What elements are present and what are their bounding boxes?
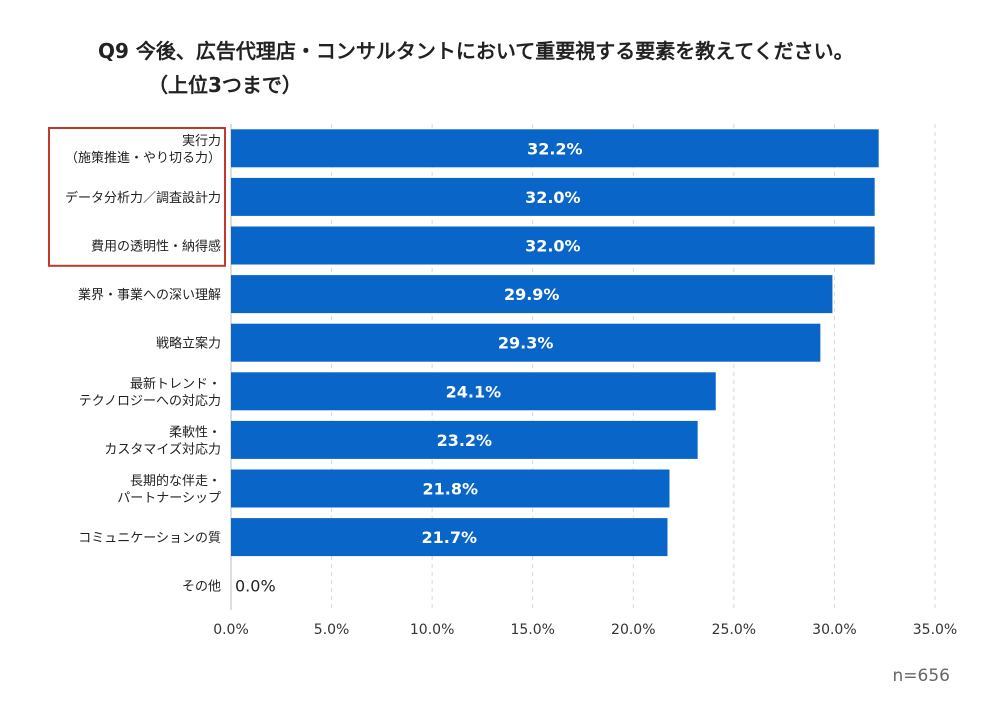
x-tick-label: 35.0%	[913, 622, 957, 638]
bar-value-label: 32.0%	[525, 188, 581, 207]
bar-value-label: 21.7%	[421, 528, 477, 547]
bar	[231, 129, 879, 168]
bar	[231, 226, 875, 265]
category-label: （施策推進・やり切る力）	[65, 150, 221, 166]
chart-title: Q9 今後、広告代理店・コンサルタントにおいて重要視する要素を教えてください。 …	[98, 34, 854, 102]
x-tick-label: 30.0%	[812, 622, 856, 638]
category-label: パートナーシップ	[117, 491, 221, 506]
x-tick-label: 25.0%	[712, 622, 756, 638]
category-label: 柔軟性・	[169, 424, 221, 440]
highlight-box	[48, 127, 226, 267]
bar	[231, 177, 875, 216]
category-label: 費用の透明性・納得感	[91, 239, 221, 255]
bar-value-label: 23.2%	[437, 431, 493, 450]
bar-value-label: 29.3%	[498, 334, 554, 353]
title-line-1: Q9 今後、広告代理店・コンサルタントにおいて重要視する要素を教えてください。	[98, 39, 854, 63]
bar-value-label: 29.9%	[504, 285, 560, 304]
category-label: テクノロジーへの対応力	[79, 394, 221, 409]
category-label: その他	[182, 580, 221, 595]
bar	[231, 323, 821, 362]
bar	[231, 275, 833, 314]
bar	[231, 372, 716, 411]
bar-value-label: 24.1%	[446, 382, 502, 401]
category-label: 実行力	[182, 133, 221, 149]
bar	[231, 420, 698, 459]
bar-value-label: 32.2%	[527, 139, 583, 158]
bar-value-label: 0.0%	[235, 577, 276, 596]
x-tick-label: 0.0%	[213, 622, 249, 638]
bar	[231, 469, 670, 508]
x-tick-label: 10.0%	[410, 622, 454, 638]
title-line-2: （上位3つまで）	[148, 73, 302, 97]
x-tick-label: 5.0%	[314, 622, 350, 638]
category-label: 戦略立案力	[156, 336, 221, 352]
bar	[231, 518, 668, 557]
bar-value-label: 21.8%	[422, 480, 478, 499]
bar-value-label: 32.0%	[525, 237, 581, 256]
x-tick-label: 15.0%	[510, 622, 554, 638]
x-tick-label: 20.0%	[611, 622, 655, 638]
category-label: カスタマイズ対応力	[104, 441, 221, 457]
category-label: 最新トレンド・	[130, 376, 221, 392]
category-label: データ分析力／調査設計力	[65, 190, 221, 206]
category-label: 長期的な伴走・	[130, 473, 221, 489]
sample-size: n=656	[892, 666, 950, 686]
category-label: 業界・事業への深い理解	[78, 287, 221, 303]
category-label: コミュニケーションの質	[78, 531, 221, 546]
